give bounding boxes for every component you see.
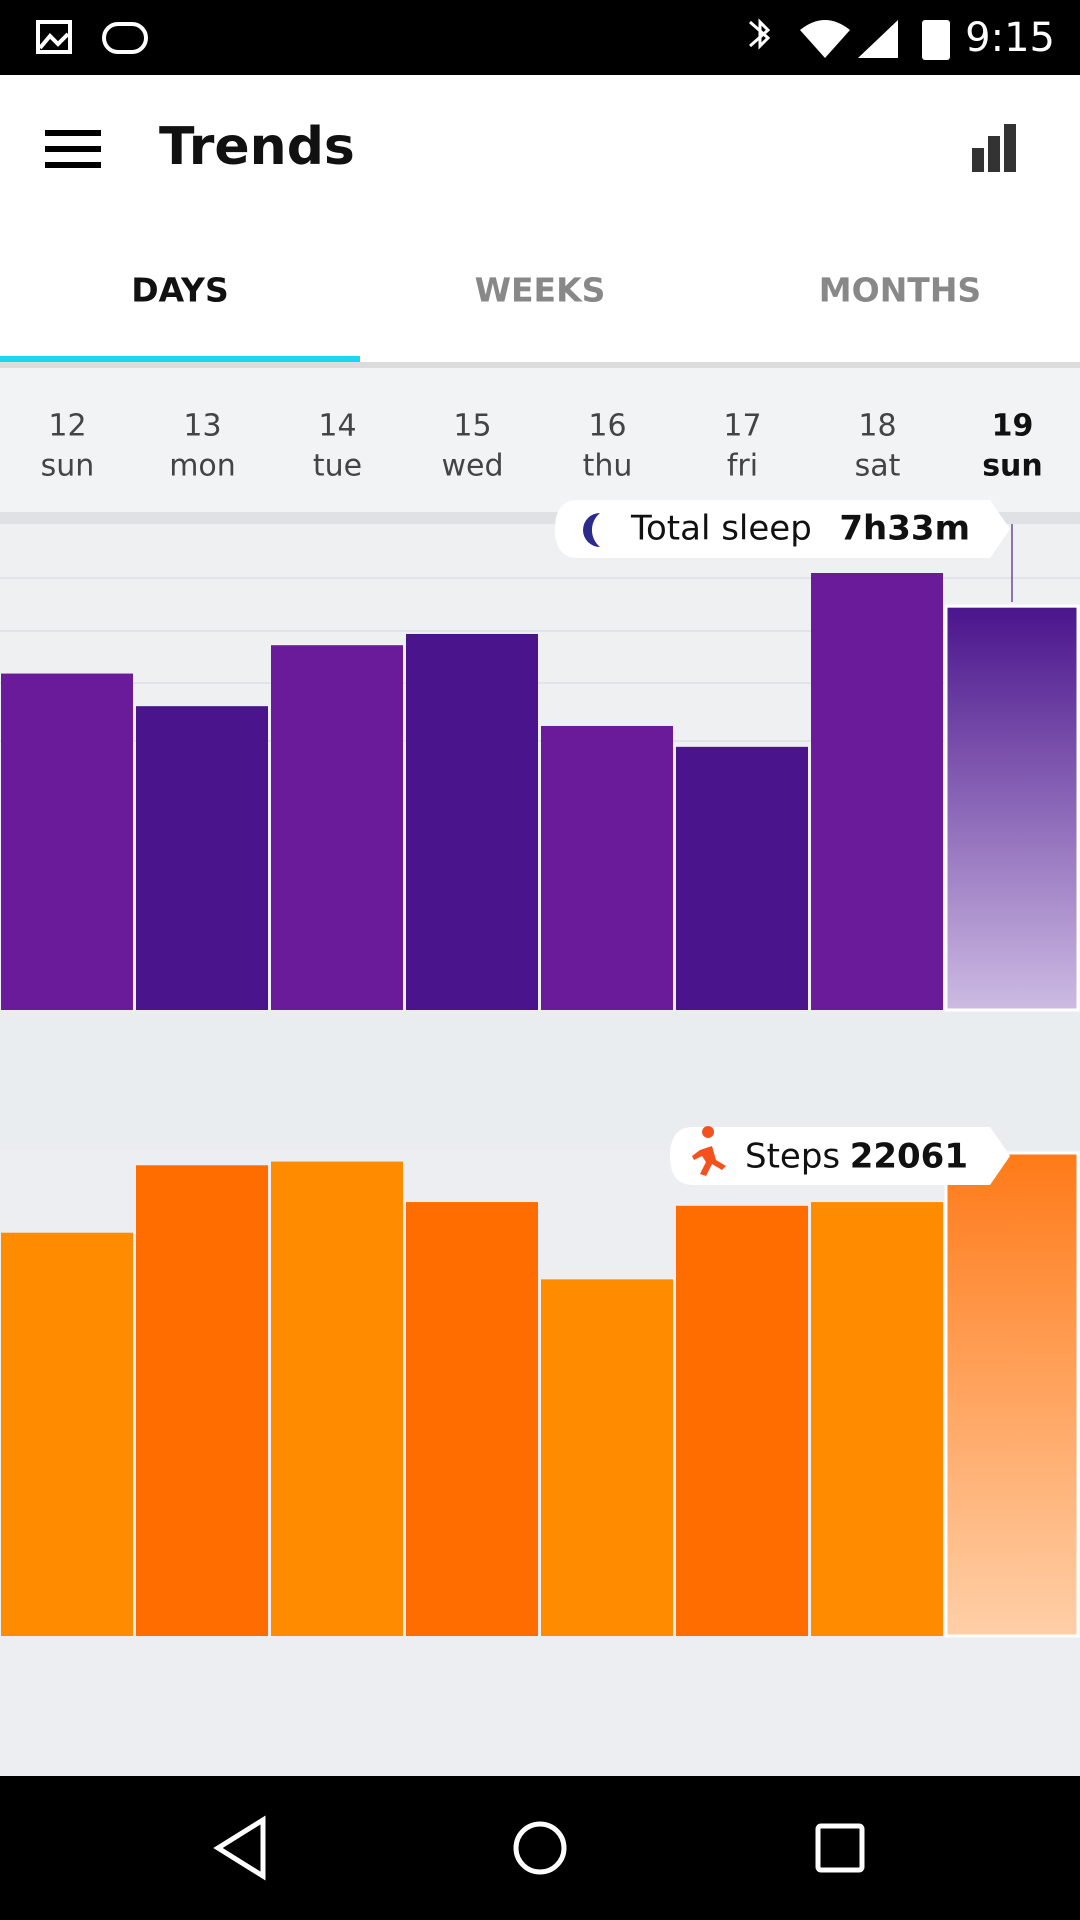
day-weekday[interactable]: wed	[441, 449, 503, 484]
back-button[interactable]	[213, 1815, 266, 1881]
tab[interactable]: MONTHS	[819, 271, 981, 310]
sleep-bar[interactable]	[1, 673, 133, 1010]
steps-bar[interactable]	[1, 1232, 133, 1636]
day-date[interactable]: 18	[858, 409, 896, 444]
sleep-bar[interactable]	[676, 746, 808, 1010]
steps-bar[interactable]	[136, 1165, 268, 1636]
day-date[interactable]: 13	[183, 409, 221, 444]
day-weekday[interactable]: sun	[982, 449, 1043, 484]
steps-bar[interactable]	[676, 1205, 808, 1636]
gap	[0, 1010, 1080, 1150]
signal-icon	[858, 20, 898, 58]
app-bar	[0, 75, 1080, 362]
day-weekday[interactable]: fri	[727, 449, 758, 484]
menu-button[interactable]	[45, 130, 101, 168]
runner-icon	[692, 1126, 726, 1176]
steps-label: Steps	[745, 1137, 840, 1177]
day-weekday[interactable]: sat	[855, 449, 901, 484]
steps-bar[interactable]	[271, 1161, 403, 1636]
day-date[interactable]: 14	[318, 409, 356, 444]
day-date[interactable]: 16	[588, 409, 626, 444]
recents-button[interactable]	[815, 1823, 865, 1873]
sleep-bar[interactable]	[406, 633, 538, 1010]
steps-bar[interactable]	[944, 1151, 1080, 1638]
sleep-label: Total sleep	[630, 509, 812, 549]
nav-bar	[0, 1776, 1080, 1920]
battery-icon	[922, 20, 950, 60]
day-weekday[interactable]: thu	[583, 449, 633, 484]
sleep-value: 7h33m	[839, 509, 970, 549]
steps-bar[interactable]	[541, 1279, 673, 1636]
wifi-icon	[800, 20, 850, 58]
status-bar	[0, 0, 1080, 75]
clock: 9:15	[965, 15, 1055, 61]
sleep-bar[interactable]	[811, 573, 943, 1010]
tab[interactable]: WEEKS	[475, 271, 606, 310]
screen-title: Trends	[159, 117, 355, 177]
chart-icon-button[interactable]	[972, 124, 1016, 172]
steps-value: 22061	[850, 1137, 968, 1177]
badge-shape	[670, 1127, 1010, 1185]
day-weekday[interactable]: mon	[169, 449, 236, 484]
sleep-bar[interactable]	[136, 706, 268, 1010]
home-button[interactable]	[513, 1821, 567, 1875]
moon-icon	[583, 513, 600, 547]
day-date[interactable]: 12	[48, 409, 86, 444]
day-date[interactable]: 19	[992, 409, 1034, 444]
day-row	[0, 362, 1080, 512]
sleep-badge: Total sleep 7h33m	[555, 500, 1013, 602]
status-icons	[36, 18, 771, 54]
tab-indicator	[0, 356, 360, 362]
sleep-bar[interactable]	[541, 725, 673, 1010]
day-date[interactable]: 17	[723, 409, 761, 444]
tab-shadow	[0, 362, 1080, 368]
tab[interactable]: DAYS	[131, 271, 228, 310]
day-weekday[interactable]: sun	[41, 449, 95, 484]
steps-bar[interactable]	[811, 1202, 943, 1636]
steps-bar[interactable]	[406, 1202, 538, 1636]
steps-badge: Steps 22061	[670, 1126, 1010, 1185]
day-weekday[interactable]: tue	[313, 449, 362, 484]
day-date[interactable]: 15	[453, 409, 491, 444]
sleep-bar[interactable]	[271, 645, 403, 1010]
sleep-bar[interactable]	[944, 604, 1080, 1012]
